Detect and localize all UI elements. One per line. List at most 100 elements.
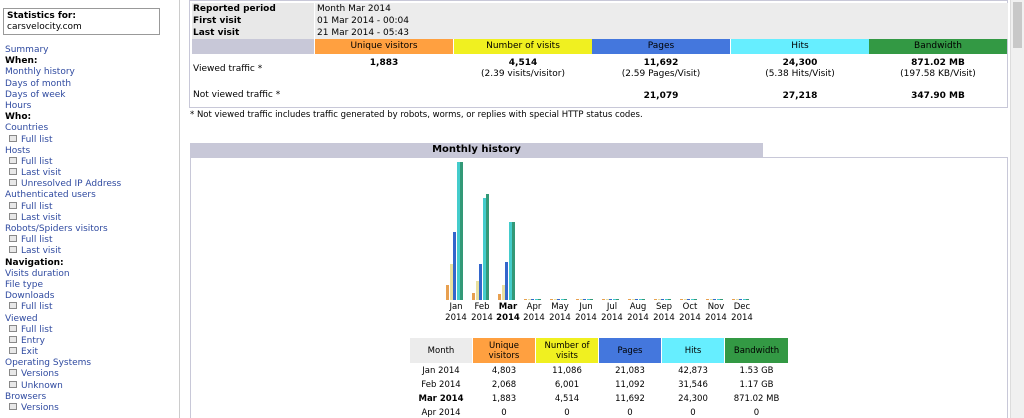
bar-pages <box>713 299 716 300</box>
bar-bandwidth <box>512 221 515 300</box>
bar-pages <box>505 262 508 300</box>
table-cell-hits: 0 <box>690 408 696 418</box>
sidebar-item-visits-duration[interactable]: Visits duration <box>5 268 70 279</box>
sidebar-subitem-label: Full list <box>21 134 53 145</box>
sidebar-subitem-entry[interactable]: Entry <box>5 335 175 347</box>
sidebar-item-browsers[interactable]: Browsers <box>5 391 47 402</box>
sidebar-subitem-full-list[interactable]: Full list <box>5 302 175 313</box>
month-year: 2014 <box>445 313 467 323</box>
bar-number-of-visits <box>605 299 609 300</box>
reported-period-label: Reported period <box>192 3 314 15</box>
sidebar-subitem-last-visit[interactable]: Last visit <box>5 168 175 179</box>
table-cell-uv: 1,883 <box>491 394 517 404</box>
sidebar-subitem-label: Versions <box>21 369 59 380</box>
sidebar-item-hosts[interactable]: Hosts <box>5 145 31 156</box>
month-year: 2014 <box>601 313 623 323</box>
sidebar-subitem-full-list[interactable]: Full list <box>5 156 175 168</box>
bar-hits <box>534 299 538 300</box>
sidebar-item-hours[interactable]: Hours <box>5 100 32 111</box>
month-label-feb: Feb 2014 <box>469 302 495 324</box>
month-name: Feb <box>474 302 490 312</box>
sidebar-subitem-label: Last visit <box>21 168 62 179</box>
sidebar-subitem-full-list[interactable]: Full list <box>5 134 175 146</box>
list-icon <box>9 335 17 343</box>
month-year: 2014 <box>627 313 649 323</box>
sidebar-subitem-label: Versions <box>21 403 59 413</box>
sidebar-subitem-versions[interactable]: Versions <box>5 403 175 414</box>
month-name: Oct <box>682 302 698 312</box>
table-row: Mar 2014 1,883 4,514 11,692 24,300 871.02 MB <box>410 392 788 406</box>
table-cell-visits: 11,086 <box>552 366 582 376</box>
bar-pages <box>531 299 534 300</box>
sidebar-item-downloads[interactable]: Downloads <box>5 291 55 302</box>
bar-pages <box>635 299 638 300</box>
month-label-dec: Dec 2014 <box>729 302 755 324</box>
bar-number-of-visits <box>735 299 739 300</box>
bar-bandwidth <box>642 299 645 300</box>
bar-bandwidth <box>616 299 619 300</box>
sidebar-item-authenticated-users[interactable]: Authenticated users <box>5 190 96 201</box>
viewed-value: 24,300 (5.38 Hits/Visit) <box>731 58 869 80</box>
list-icon <box>9 347 17 355</box>
sidebar-item-summary[interactable]: Summary <box>5 45 49 55</box>
table-cell-pages: 11,092 <box>615 380 645 390</box>
bar-bandwidth <box>694 299 697 300</box>
table-cell-uv: 2,068 <box>491 380 517 390</box>
viewed-value: 1,883 <box>315 58 453 69</box>
bar-number-of-visits <box>579 299 583 300</box>
month-name: Nov <box>707 302 725 312</box>
list-icon <box>9 156 17 164</box>
bar-hits <box>586 299 590 300</box>
viewed-sub: (197.58 KB/Visit) <box>900 69 976 79</box>
sidebar-subitem-full-list[interactable]: Full list <box>5 324 175 336</box>
sidebar-item-viewed[interactable]: Viewed <box>5 313 38 324</box>
sidebar-subitem-full-list[interactable]: Full list <box>5 201 175 213</box>
bar-hits <box>716 299 720 300</box>
bar-bandwidth <box>564 299 567 300</box>
sidebar-subitem-full-list[interactable]: Full list <box>5 235 175 246</box>
sidebar-item-operating-systems[interactable]: Operating Systems <box>5 358 92 369</box>
bar-hits <box>690 299 694 300</box>
bar-unique-visitors <box>706 299 709 300</box>
sidebar-item-monthly-history[interactable]: Monthly history <box>5 67 75 78</box>
sidebar-item-robots-spiders-visitors[interactable]: Robots/Spiders visitors <box>5 224 108 234</box>
sidebar-subitem-unresolved-ip-address[interactable]: Unresolved IP Address <box>5 179 175 190</box>
list-icon <box>9 302 17 310</box>
viewed-value: 871.02 MB (197.58 KB/Visit) <box>869 58 1007 80</box>
bar-number-of-visits <box>709 299 713 300</box>
month-year: 2014 <box>705 313 727 323</box>
sidebar-item-days-of-month[interactable]: Days of month <box>5 78 72 89</box>
list-icon <box>9 246 17 254</box>
page-scrollbar[interactable] <box>1010 0 1024 418</box>
sidebar-subitem-label: Unresolved IP Address <box>21 179 122 190</box>
viewed-main: 11,692 <box>643 58 679 68</box>
month-label-sep: Sep 2014 <box>651 302 677 324</box>
table-row: Apr 2014 0 0 0 0 0 <box>410 406 788 418</box>
month-label-jan: Jan 2014 <box>443 302 469 324</box>
sidebar-subitem-last-visit[interactable]: Last visit <box>5 246 175 257</box>
bar-pages <box>453 232 456 300</box>
month-year: 2014 <box>679 313 701 323</box>
summary-header-blank <box>192 39 314 54</box>
sidebar-nav: Summary When: Monthly history Days of month… <box>5 45 175 414</box>
sidebar-item-countries[interactable]: Countries <box>5 123 49 134</box>
bar-number-of-visits <box>475 280 479 300</box>
month-label-jun: Jun 2014 <box>573 302 599 324</box>
month-name: Apr <box>526 302 542 312</box>
sidebar-subitem-last-visit[interactable]: Last visit <box>5 212 175 224</box>
month-year: 2014 <box>496 313 520 323</box>
scrollbar-thumb[interactable] <box>1013 2 1022 48</box>
reported-period-value: Month Mar 2014 <box>315 3 1008 15</box>
sidebar-subitem-unknown[interactable]: Unknown <box>5 380 175 392</box>
table-cell-hits: 31,546 <box>678 380 708 390</box>
first-visit-value: 01 Mar 2014 - 00:04 <box>315 15 1008 27</box>
sidebar-subitem-exit[interactable]: Exit <box>5 347 175 358</box>
bar-unique-visitors <box>524 299 527 300</box>
sidebar-item-file-type[interactable]: File type <box>5 279 44 290</box>
bar-unique-visitors <box>498 293 501 300</box>
bar-number-of-visits <box>527 299 531 300</box>
sidebar-subitem-label: Full list <box>21 156 53 167</box>
viewed-traffic-label: Viewed traffic * <box>193 64 263 74</box>
sidebar-subitem-versions[interactable]: Versions <box>5 369 175 380</box>
sidebar-item-days-of-week[interactable]: Days of week <box>5 89 66 100</box>
